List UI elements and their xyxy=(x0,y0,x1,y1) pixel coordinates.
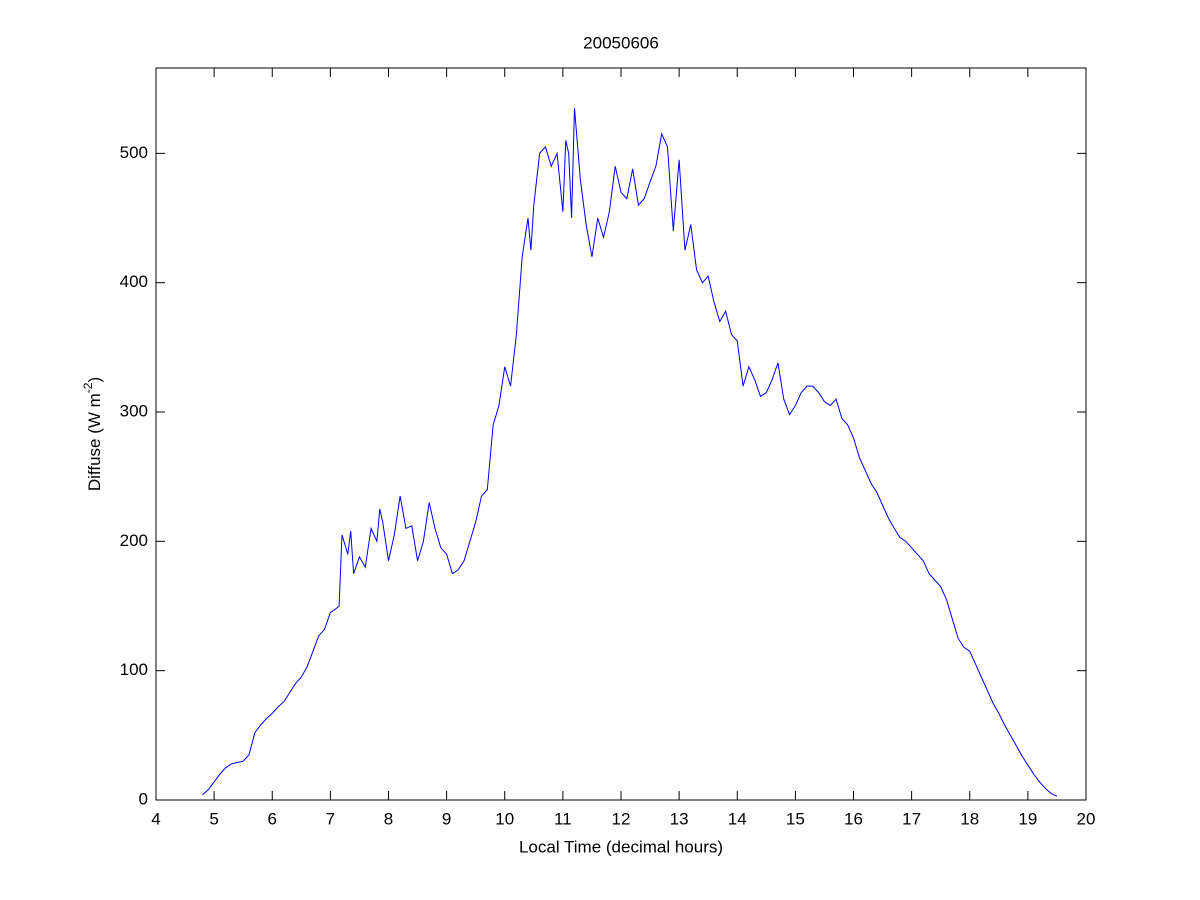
x-tick-label: 19 xyxy=(1018,809,1037,828)
x-tick-label: 6 xyxy=(268,809,277,828)
y-tick-label: 0 xyxy=(139,789,148,808)
x-axis-label: Local Time (decimal hours) xyxy=(519,837,723,856)
x-tick-label: 18 xyxy=(960,809,979,828)
x-tick-label: 13 xyxy=(670,809,689,828)
x-tick-label: 7 xyxy=(326,809,335,828)
x-tick-label: 11 xyxy=(554,809,572,828)
x-tick-label: 8 xyxy=(384,809,393,828)
x-tick-label: 12 xyxy=(612,809,631,828)
x-tick-label: 5 xyxy=(209,809,218,828)
x-tick-label: 9 xyxy=(442,809,451,828)
y-axis-label-text: Diffuse (W m xyxy=(85,393,104,491)
x-tick-label: 4 xyxy=(151,809,160,828)
y-axis-label: Diffuse (W m-2) xyxy=(81,377,104,491)
chart-title: 20050606 xyxy=(583,33,659,52)
y-axis-label-sup: -2 xyxy=(81,382,95,393)
y-tick-label: 300 xyxy=(120,401,148,420)
x-tick-label: 10 xyxy=(495,809,514,828)
y-tick-label: 400 xyxy=(120,272,148,291)
data-line xyxy=(202,108,1058,797)
y-axis-label-suffix: ) xyxy=(85,377,104,383)
x-tick-label: 16 xyxy=(844,809,863,828)
x-tick-label: 20 xyxy=(1077,809,1096,828)
x-tick-label: 17 xyxy=(902,809,921,828)
plot-frame xyxy=(155,67,1087,801)
y-tick-label: 200 xyxy=(120,531,148,550)
y-tick-label: 100 xyxy=(120,660,148,679)
x-tick-label: 14 xyxy=(728,809,747,828)
y-tick-label: 500 xyxy=(120,143,148,162)
x-tick-label: 15 xyxy=(786,809,805,828)
